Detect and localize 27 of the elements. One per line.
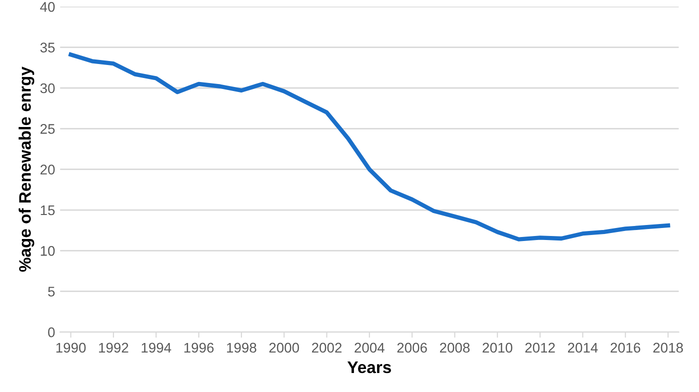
- x-axis-title: Years: [347, 362, 391, 374]
- x-tick-label: 2010: [482, 342, 512, 353]
- x-tick-label: 1998: [227, 342, 256, 353]
- y-tick-label: 40: [40, 2, 55, 12]
- y-tick-label: 30: [40, 83, 55, 94]
- x-tick-label: 2016: [610, 342, 640, 353]
- x-tick-label: 2014: [568, 342, 598, 353]
- x-tick-label: 1992: [99, 342, 128, 353]
- x-tick-label: 1990: [56, 342, 86, 353]
- x-tick-label: 1996: [184, 342, 214, 353]
- x-tick-label: 2000: [269, 342, 299, 353]
- x-tick-label: 2006: [397, 342, 427, 353]
- x-tick-label: 1994: [142, 342, 172, 353]
- x-tick-label: 2004: [354, 342, 384, 353]
- line-series: [68, 52, 670, 242]
- y-tick-label: 25: [40, 124, 55, 134]
- y-tick-label: 35: [40, 42, 55, 53]
- x-tick-label: 2008: [440, 342, 470, 353]
- y-axis-title: %age of Renewable enrgy: [18, 66, 34, 272]
- y-tick-label: 0: [48, 327, 55, 338]
- y-tick-label: 20: [40, 164, 55, 175]
- y-tick-label: 5: [48, 286, 55, 297]
- y-tick-label: 10: [40, 246, 55, 256]
- x-tick-label: 2012: [525, 342, 555, 353]
- x-tick-label: 2018: [653, 342, 683, 353]
- x-tick-label: 2002: [312, 342, 342, 353]
- y-tick-label: 15: [40, 205, 55, 216]
